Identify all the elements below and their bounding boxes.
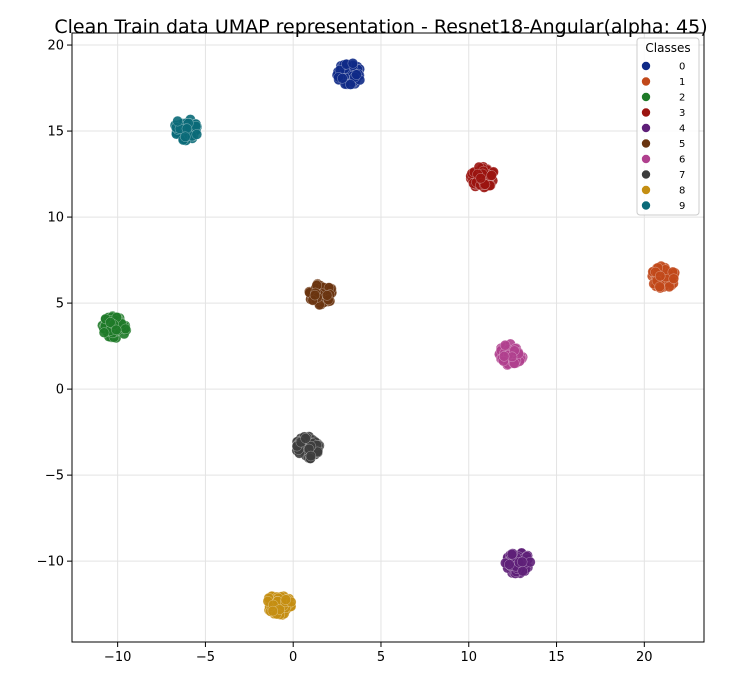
- cluster-class-4: [500, 547, 536, 579]
- data-point: [347, 58, 359, 69]
- x-tick-label: 5: [377, 650, 385, 665]
- data-point: [351, 69, 362, 80]
- legend-marker-class-5: [641, 139, 651, 148]
- legend-marker-class-2: [641, 92, 651, 102]
- legend-label-class-5: 5: [679, 139, 685, 150]
- data-point: [180, 131, 191, 142]
- y-tick-label: 15: [47, 125, 64, 140]
- y-tick-label: 20: [47, 39, 64, 54]
- legend-marker-class-0: [641, 61, 651, 71]
- data-point: [120, 323, 131, 335]
- x-tick-label: −10: [104, 650, 131, 665]
- y-tick-label: −5: [45, 469, 64, 484]
- data-point: [300, 433, 311, 444]
- cluster-class-8: [262, 591, 297, 621]
- legend-label-class-2: 2: [679, 93, 685, 104]
- legend-marker-class-1: [641, 77, 651, 86]
- data-point: [172, 115, 183, 127]
- legend-marker-class-7: [641, 170, 651, 179]
- y-tick-label: 5: [56, 297, 64, 312]
- legend-label-class-4: 4: [679, 124, 685, 135]
- legend-label-class-7: 7: [679, 170, 685, 181]
- legend-marker-class-8: [641, 185, 651, 195]
- legend-title: Classes: [645, 41, 690, 55]
- data-point: [321, 290, 333, 301]
- cluster-class-0: [331, 58, 366, 90]
- data-point: [499, 340, 511, 351]
- legend-marker-class-3: [641, 108, 651, 117]
- data-point: [668, 273, 679, 284]
- data-point: [506, 549, 518, 560]
- cluster-class-3: [465, 161, 499, 193]
- legend-label-class-3: 3: [679, 108, 685, 119]
- legend-label-class-9: 9: [679, 201, 685, 212]
- data-point: [516, 556, 528, 568]
- data-point: [475, 173, 486, 184]
- data-point: [498, 351, 510, 362]
- data-point: [654, 281, 665, 292]
- data-point: [345, 79, 356, 90]
- data-point: [267, 605, 279, 617]
- data-point: [486, 170, 497, 181]
- x-tick-label: −5: [196, 650, 215, 665]
- axis-ticks: −10 −5 0 5 10 15 20 −10 −5 0 5 10 15 20: [37, 39, 653, 665]
- cluster-class-2: [97, 310, 132, 344]
- cluster-class-5: [304, 278, 337, 311]
- legend-marker-class-4: [641, 123, 651, 133]
- y-tick-label: −10: [37, 555, 64, 570]
- y-tick-label: 0: [56, 383, 64, 398]
- cluster-class-9: [169, 114, 203, 146]
- legend: Classes 0 1 2 3 4 5 6 7 8 9: [636, 37, 700, 216]
- data-point: [309, 289, 321, 301]
- legend-label-class-8: 8: [679, 186, 685, 197]
- data-point: [517, 565, 528, 577]
- data-point: [105, 317, 116, 328]
- cluster-class-1: [647, 260, 680, 294]
- cluster-class-7: [291, 431, 325, 464]
- data-point: [654, 270, 666, 282]
- data-point: [280, 594, 292, 605]
- legend-label-class-0: 0: [679, 62, 685, 73]
- legend-marker-class-9: [641, 201, 651, 210]
- x-tick-label: 15: [548, 650, 565, 665]
- legend-box: [636, 37, 700, 216]
- x-tick-label: 0: [289, 650, 297, 665]
- legend-label-class-1: 1: [679, 77, 685, 88]
- scatter-points: [97, 58, 680, 621]
- data-point: [111, 324, 122, 336]
- x-tick-label: 10: [460, 650, 477, 665]
- plot-frame: [71, 32, 705, 643]
- data-point: [191, 129, 202, 140]
- legend-label-class-6: 6: [679, 155, 685, 166]
- data-point: [337, 73, 348, 84]
- data-point: [305, 450, 317, 462]
- y-tick-label: 10: [47, 211, 64, 226]
- cluster-class-6: [494, 338, 528, 371]
- data-point: [98, 327, 110, 338]
- x-tick-label: 20: [636, 650, 653, 665]
- data-point: [504, 559, 515, 570]
- legend-marker-class-6: [641, 154, 651, 164]
